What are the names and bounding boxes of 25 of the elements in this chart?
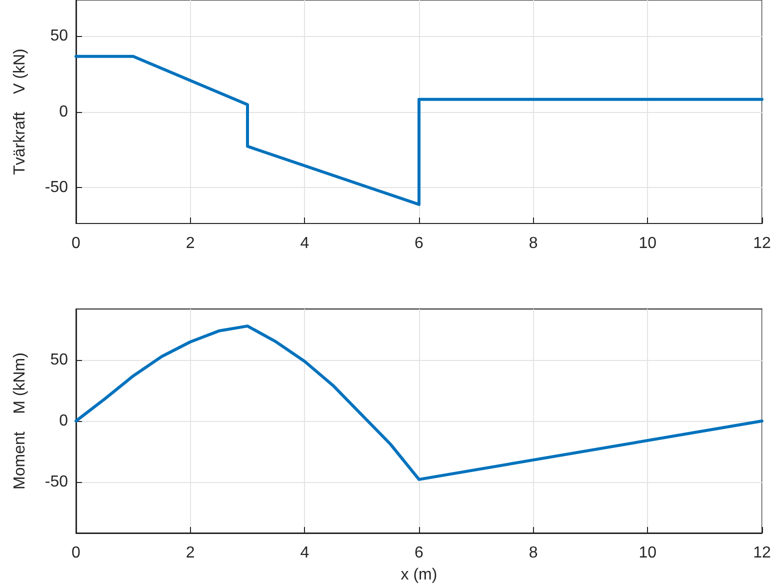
y-tick-label: 0	[59, 103, 68, 120]
y-tick-label: -50	[44, 473, 68, 490]
x-tick-label: 0	[72, 235, 81, 252]
x-tick-label: 10	[638, 235, 657, 252]
y-tick-label: 50	[50, 28, 68, 45]
x-tick-label: 6	[414, 544, 424, 562]
x-tick-label: 2	[186, 544, 195, 562]
x-tick-label: 12	[753, 235, 771, 252]
x-axis-title: x (m)	[400, 566, 438, 584]
x-tick-label: 4	[300, 235, 310, 252]
y-axis-title: Moment M (kNm)	[12, 352, 28, 490]
y-tick-label: 0	[59, 412, 68, 430]
x-tick-label: 8	[528, 544, 538, 562]
y-axis-title: Tvärkraft V (kN)	[12, 48, 28, 175]
x-tick-label: 2	[186, 235, 195, 252]
x-tick-label: 0	[72, 544, 81, 562]
y-tick-label: -50	[44, 178, 68, 196]
x-tick-label: 12	[753, 544, 771, 562]
line-series	[74, 324, 764, 481]
x-tick-label: 10	[638, 544, 657, 562]
x-tick-label: 6	[414, 235, 424, 252]
x-tick-label: 8	[528, 235, 538, 252]
x-tick-label: 4	[300, 544, 310, 562]
line-series	[74, 54, 764, 206]
y-tick-label: 50	[50, 352, 68, 369]
